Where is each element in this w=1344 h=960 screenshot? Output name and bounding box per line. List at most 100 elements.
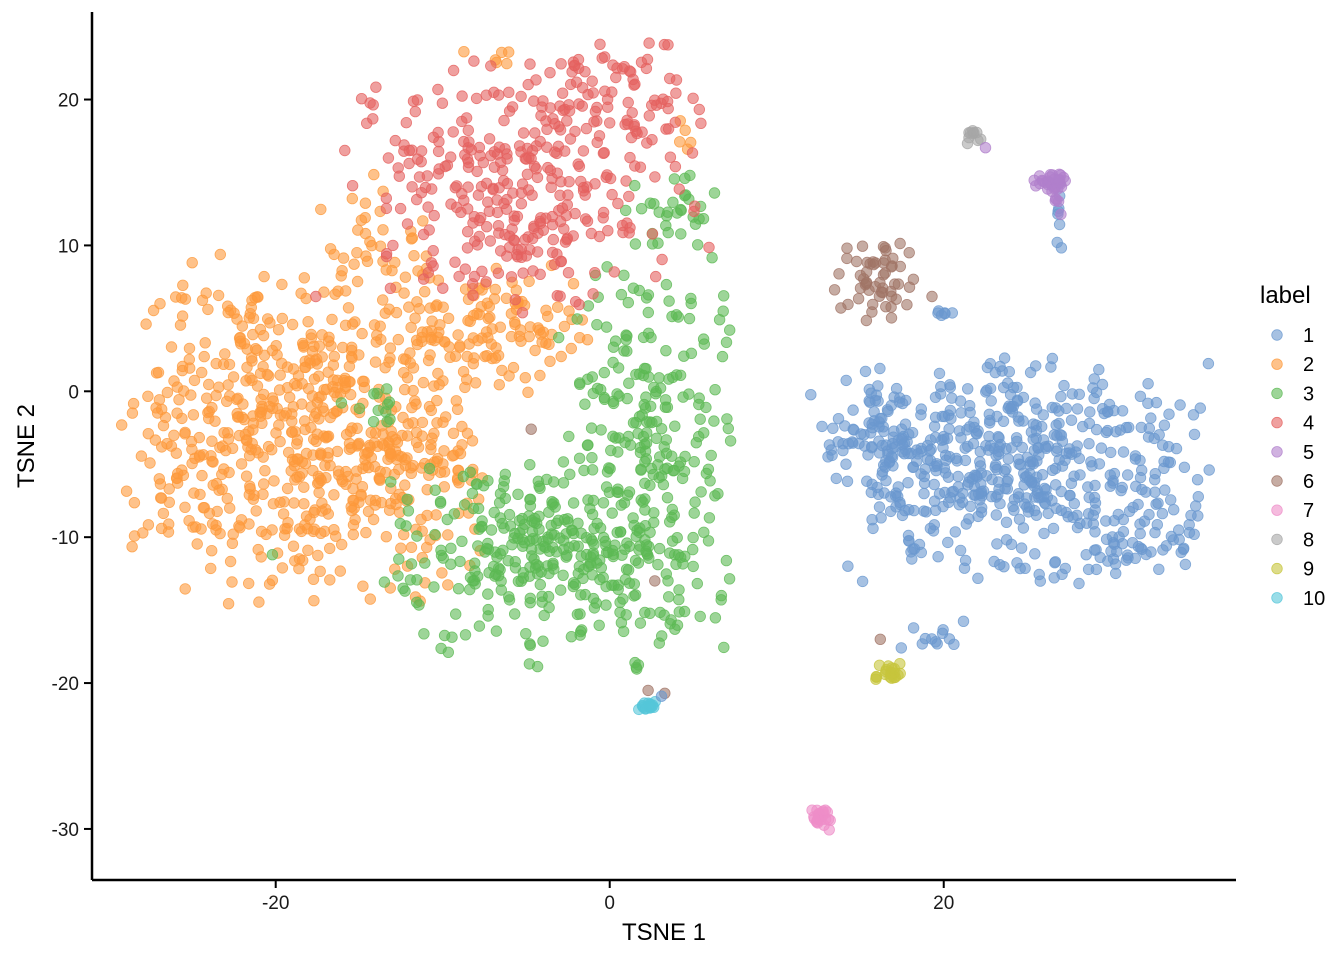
point-label-2 — [276, 278, 288, 291]
point-label-3 — [661, 462, 674, 474]
point-label-2 — [200, 392, 213, 404]
point-label-3 — [709, 490, 721, 502]
point-label-9 — [885, 668, 897, 681]
point-label-2 — [127, 397, 140, 410]
point-label-3 — [669, 420, 681, 432]
point-label-3 — [612, 446, 624, 458]
point-label-2 — [364, 593, 377, 605]
point-label-3 — [454, 555, 466, 568]
point-label-2 — [327, 374, 340, 386]
point-label-4 — [573, 298, 585, 311]
point-label-2 — [154, 492, 167, 504]
point-label-4 — [436, 97, 449, 109]
point-label-4 — [465, 144, 478, 156]
point-label-2 — [399, 383, 411, 396]
point-label-2 — [367, 513, 380, 526]
point-label-1 — [907, 622, 920, 634]
point-label-2 — [501, 57, 513, 70]
point-label-3 — [572, 567, 585, 580]
point-label-2 — [428, 334, 441, 347]
point-label-4 — [545, 181, 557, 194]
point-label-1 — [1132, 540, 1145, 553]
point-label-3 — [607, 341, 620, 353]
point-label-4 — [480, 89, 493, 101]
point-label-3 — [394, 517, 407, 530]
point-label-3 — [428, 581, 440, 593]
point-label-2 — [240, 470, 253, 482]
point-label-2 — [152, 366, 165, 379]
point-label-1 — [911, 455, 923, 468]
point-label-2 — [424, 302, 436, 314]
point-label-2 — [685, 136, 697, 149]
point-label-1 — [1080, 517, 1093, 529]
point-label-2 — [268, 475, 280, 487]
point-label-3 — [572, 517, 584, 530]
point-label-3 — [526, 550, 538, 562]
point-label-1 — [1038, 527, 1050, 540]
point-label-1 — [1179, 558, 1192, 571]
point-label-2 — [254, 367, 267, 380]
point-label-1 — [1080, 549, 1092, 561]
legend-key-4 — [1271, 416, 1283, 429]
point-label-3 — [640, 539, 653, 551]
point-label-4 — [604, 117, 616, 129]
point-label-4 — [531, 171, 544, 184]
point-label-5 — [1049, 173, 1061, 185]
point-label-2 — [219, 348, 231, 360]
point-label-1 — [973, 488, 985, 500]
point-label-3 — [485, 524, 498, 536]
point-label-3 — [615, 288, 628, 301]
point-label-2 — [519, 372, 532, 384]
point-label-9 — [870, 670, 883, 683]
point-label-2 — [329, 288, 341, 300]
point-label-2 — [315, 527, 327, 540]
point-label-4 — [417, 228, 430, 241]
point-label-2 — [324, 542, 336, 555]
point-label-2 — [390, 306, 403, 319]
point-label-2 — [296, 467, 308, 479]
point-label-6 — [877, 240, 890, 253]
point-label-2 — [368, 437, 381, 449]
point-label-4 — [367, 99, 379, 111]
point-label-1 — [1194, 402, 1207, 414]
point-label-2 — [228, 307, 240, 319]
point-label-4 — [591, 101, 603, 114]
point-label-1 — [1068, 470, 1080, 482]
point-label-4 — [498, 114, 510, 127]
point-label-1 — [1084, 406, 1096, 418]
point-label-2 — [674, 136, 686, 148]
point-label-4 — [626, 107, 638, 119]
point-label-3 — [720, 554, 733, 567]
point-label-1 — [1120, 421, 1133, 434]
point-label-2 — [328, 350, 341, 363]
point-label-3 — [634, 617, 647, 629]
point-label-6 — [842, 298, 854, 311]
point-label-2 — [558, 320, 571, 333]
point-label-1 — [890, 487, 902, 499]
point-label-1 — [1089, 504, 1101, 516]
point-label-3 — [385, 476, 397, 488]
point-label-2 — [468, 352, 480, 364]
point-label-1 — [972, 425, 984, 437]
point-label-3 — [703, 512, 716, 524]
point-label-1 — [930, 636, 942, 648]
point-label-1 — [655, 690, 668, 702]
point-label-3 — [445, 542, 457, 555]
point-label-1 — [872, 380, 884, 392]
point-label-3 — [675, 228, 687, 240]
point-label-3 — [466, 487, 479, 500]
point-label-2 — [246, 374, 258, 387]
point-label-1 — [1129, 450, 1142, 462]
point-label-2 — [246, 355, 258, 367]
point-label-2 — [128, 497, 141, 509]
point-label-4 — [471, 165, 483, 178]
point-label-2 — [224, 555, 237, 568]
point-label-6 — [828, 284, 841, 296]
point-label-4 — [650, 270, 662, 283]
point-label-1 — [983, 408, 996, 421]
point-label-3 — [635, 494, 647, 506]
point-label-2 — [412, 441, 425, 454]
point-label-3 — [635, 463, 647, 475]
legend-label-5: 5 — [1303, 442, 1314, 464]
point-label-1 — [1053, 218, 1066, 231]
